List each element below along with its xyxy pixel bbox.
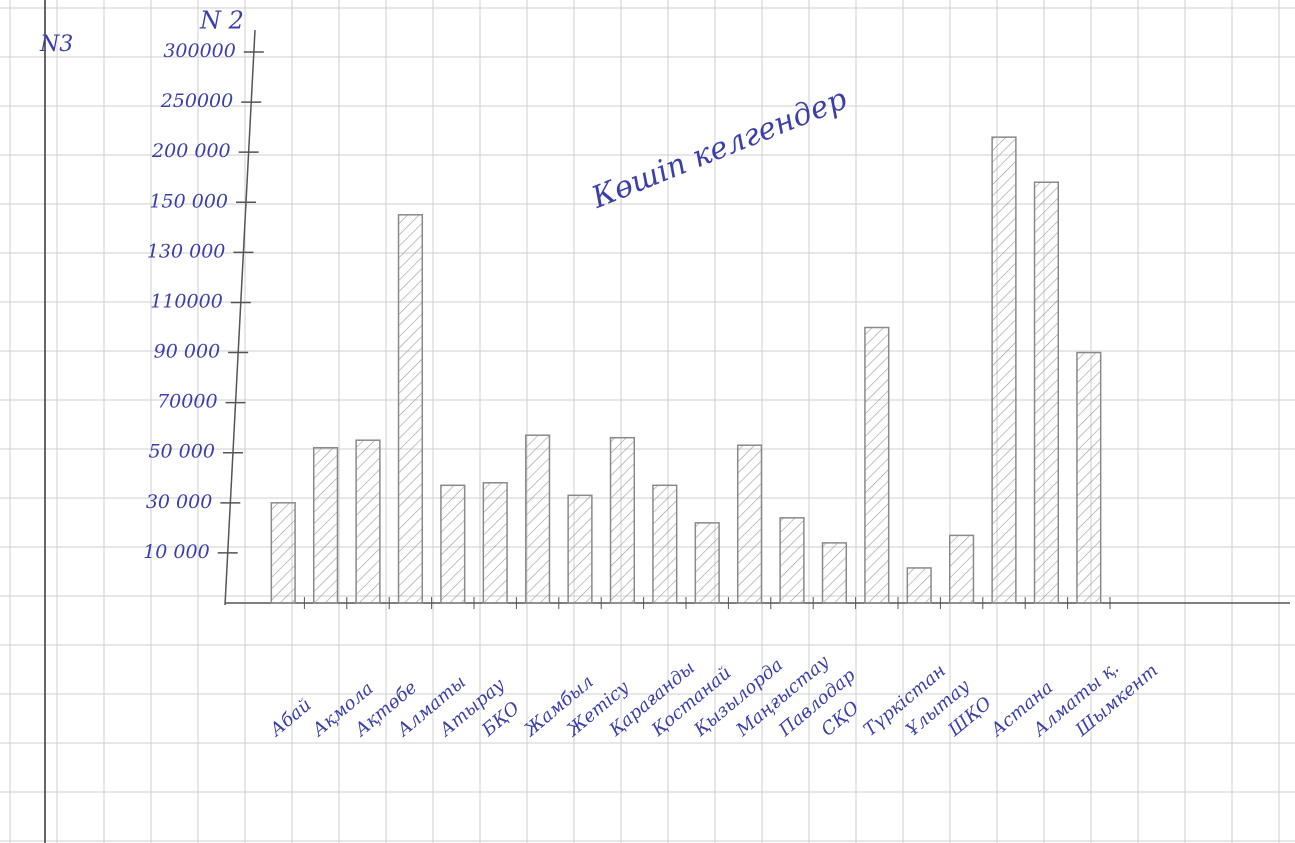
y-tick-label: 250000: [160, 90, 234, 112]
bar: [1033, 181, 1060, 604]
y-tick-label: 200 000: [151, 140, 231, 162]
y-tick-label: 30 000: [146, 491, 212, 513]
bar: [270, 502, 296, 604]
bar: [694, 522, 720, 604]
bar: [355, 439, 381, 604]
bar: [948, 534, 975, 604]
bar: [736, 444, 763, 604]
bar: [779, 517, 805, 604]
y-axis: [224, 29, 256, 606]
y-tick-label: 90 000: [154, 341, 220, 363]
y-tick-label: 10 000: [143, 541, 209, 563]
bar: [652, 484, 678, 604]
y-tick-label: 150 000: [149, 190, 228, 212]
y-tick-label: 50 000: [148, 441, 214, 463]
bar: [482, 482, 508, 604]
bar: [567, 494, 593, 604]
bar: [440, 484, 466, 604]
y-axis-label: N 2: [199, 7, 244, 35]
bar: [864, 326, 890, 604]
corner-label: N3: [39, 32, 73, 57]
bar: [821, 542, 848, 604]
y-tick-label: 130 000: [147, 240, 226, 262]
bar: [906, 567, 932, 604]
bar: [991, 136, 1017, 604]
y-tick-label: 110000: [150, 290, 223, 312]
bar: [524, 434, 551, 604]
bar: [312, 446, 339, 604]
x-tick-label: Абай: [265, 694, 316, 742]
y-tick-label: 70000: [157, 391, 217, 413]
chart-title: Көшіп келгендер: [586, 82, 852, 217]
bar: [1076, 351, 1102, 604]
y-tick-label: 300000: [163, 40, 236, 62]
bar: [609, 436, 636, 604]
bar: [397, 214, 424, 604]
